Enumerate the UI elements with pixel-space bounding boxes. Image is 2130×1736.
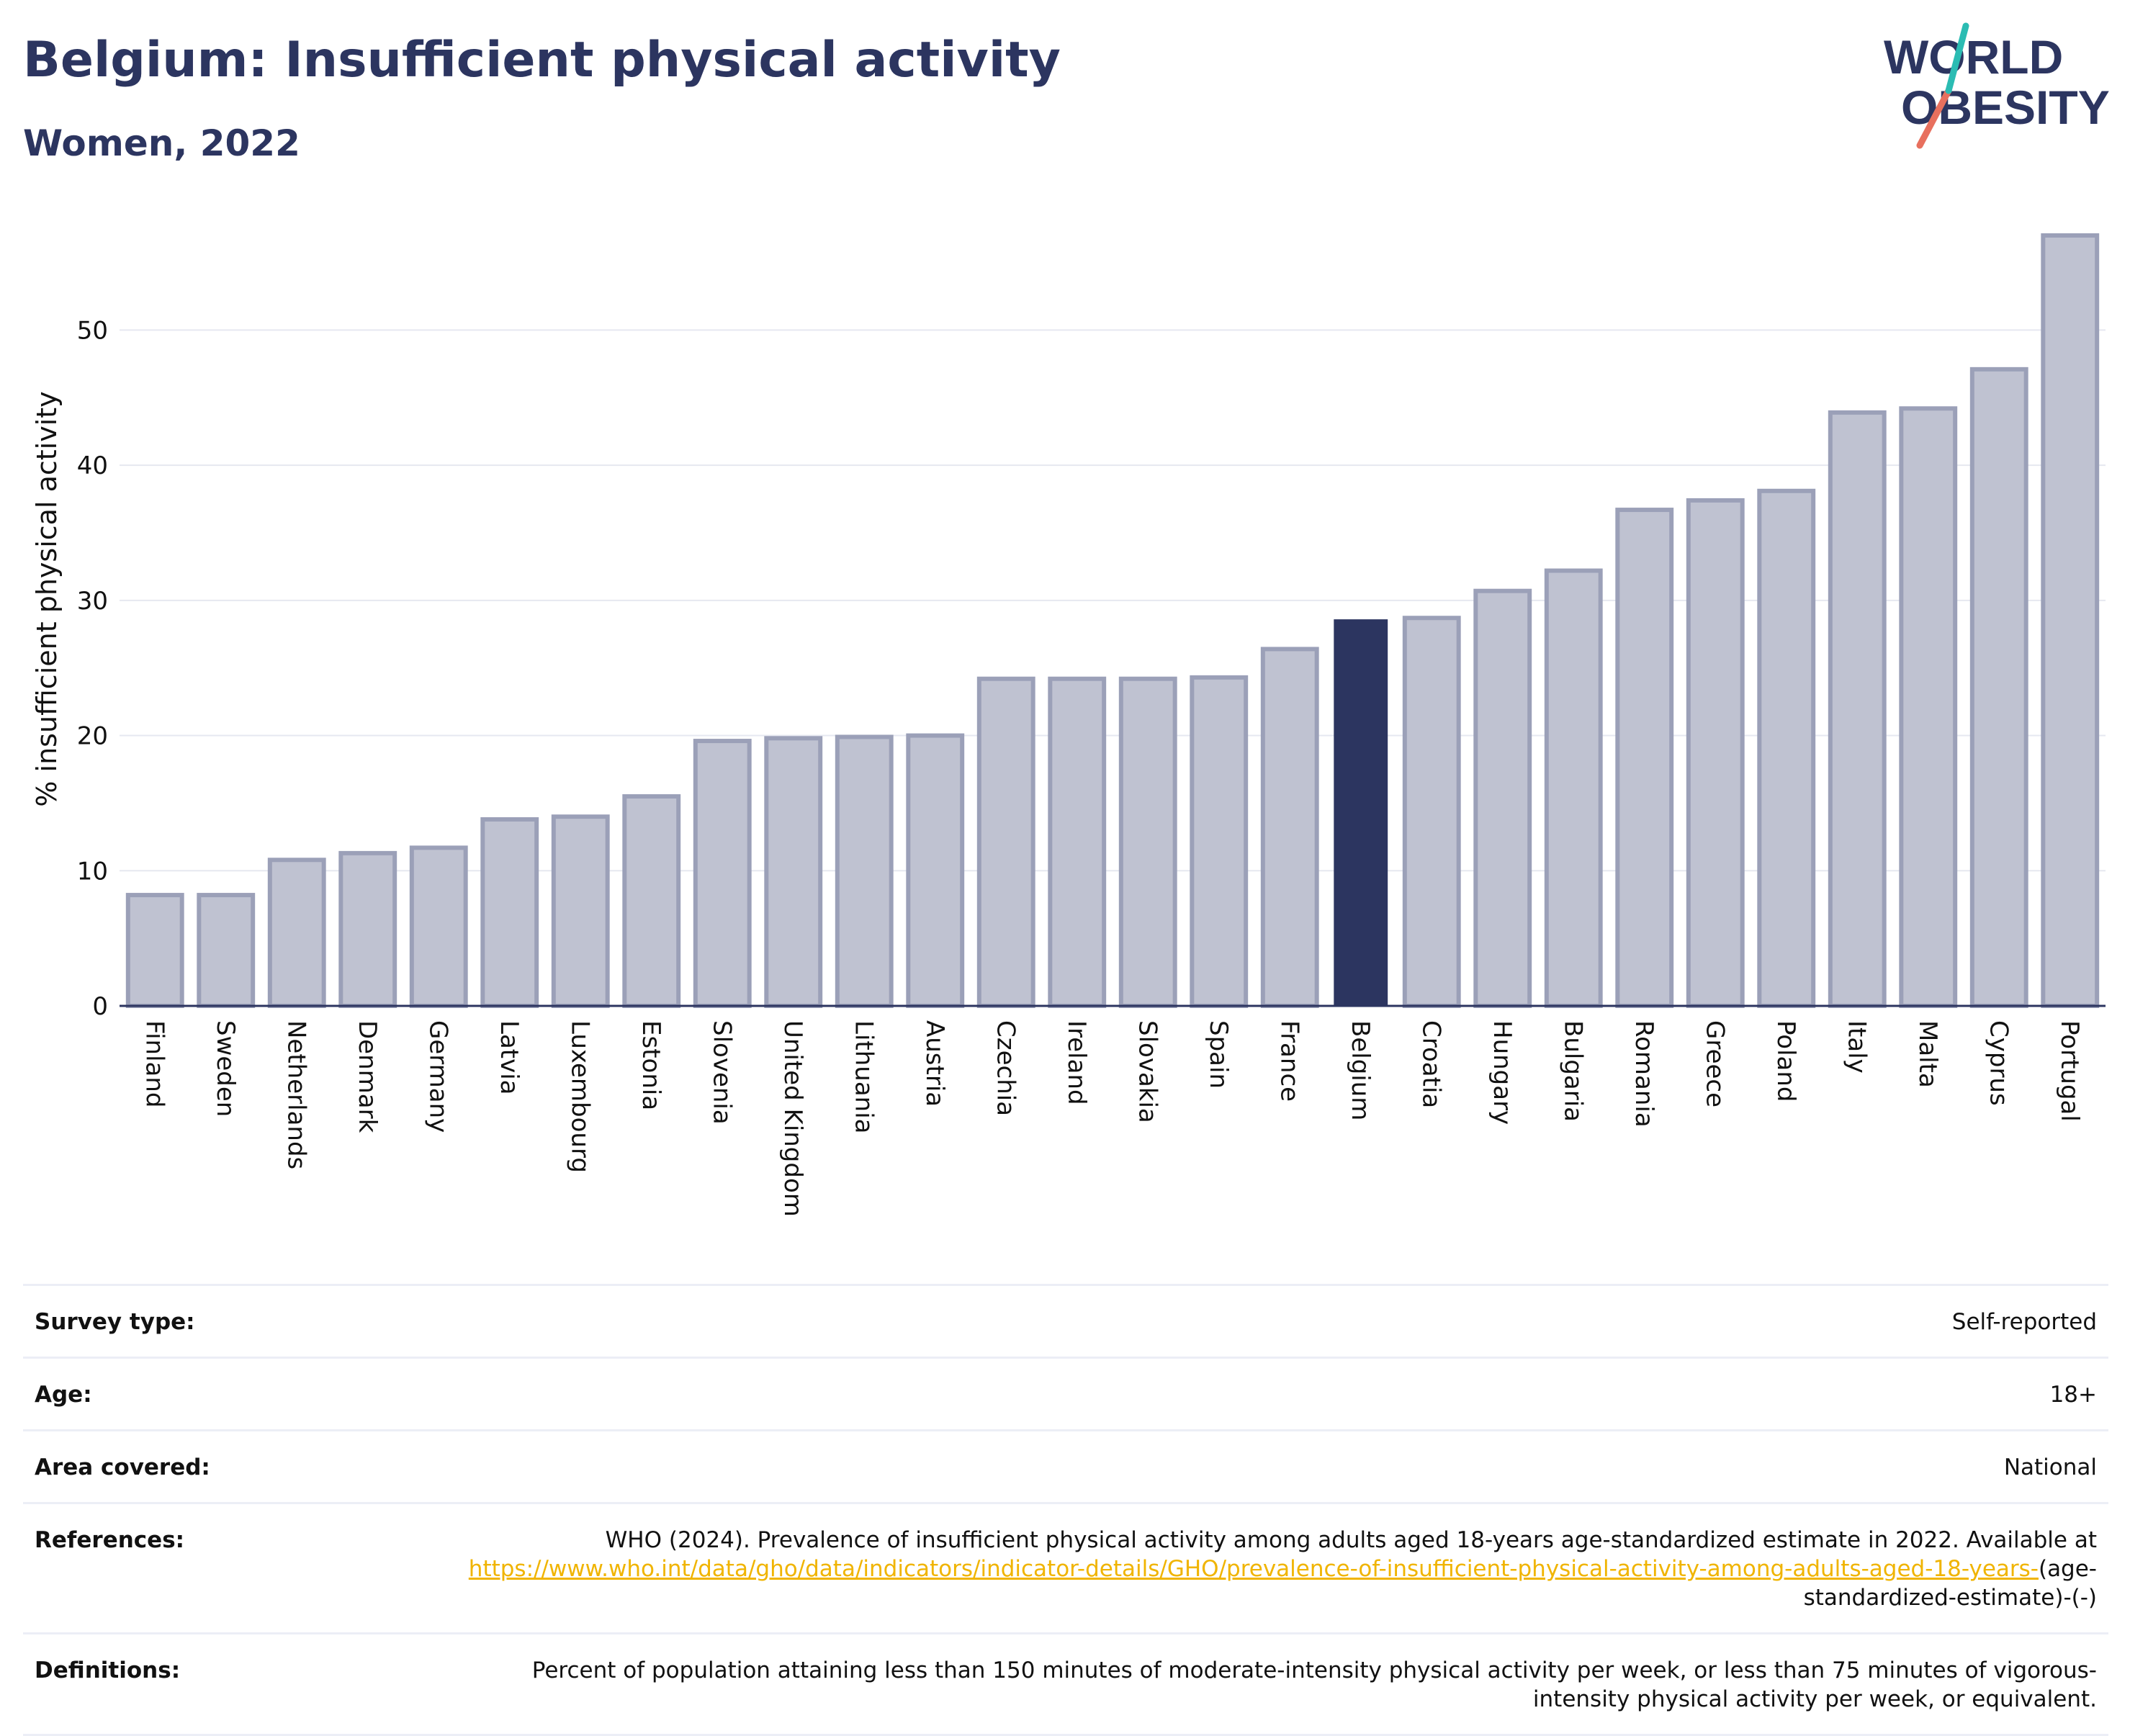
x-tick-label: Italy xyxy=(1842,1020,1871,1074)
chart-subtitle: Women, 2022 xyxy=(23,122,300,164)
x-tick-label: Bulgaria xyxy=(1558,1020,1587,1122)
x-tick-label: Latvia xyxy=(495,1020,523,1095)
y-tick-label: 10 xyxy=(77,857,108,886)
bar xyxy=(1828,410,1887,1008)
info-row-references: References: WHO (2024). Prevalence of in… xyxy=(23,1502,2108,1632)
bar xyxy=(267,858,326,1009)
info-value: Percent of population attaining less tha… xyxy=(531,1658,2097,1712)
reference-suffix: (age-standardized-estimate)-(-) xyxy=(1803,1556,2097,1611)
bar xyxy=(551,814,610,1008)
reference-text: WHO (2024). Prevalence of insufficient p… xyxy=(605,1527,2097,1553)
logo-line1: WORLD xyxy=(1884,30,2063,84)
bar xyxy=(622,794,681,1008)
x-tick-label: Malta xyxy=(1913,1020,1942,1088)
bar xyxy=(1190,675,1249,1008)
y-tick-label: 40 xyxy=(77,451,108,480)
info-key: Age: xyxy=(35,1382,92,1408)
x-tick-label: Luxembourg xyxy=(565,1020,594,1173)
info-row-area-covered: Area covered: National xyxy=(23,1429,2108,1502)
x-tick-label: Croatia xyxy=(1416,1020,1445,1108)
x-tick-label: Slovakia xyxy=(1133,1020,1161,1123)
y-tick-label: 20 xyxy=(77,722,108,751)
bar xyxy=(1615,508,1674,1008)
x-tick-label: Poland xyxy=(1771,1020,1800,1102)
bar xyxy=(197,893,256,1009)
x-tick-label: Slovenia xyxy=(707,1020,736,1125)
x-tick-label: Denmark xyxy=(353,1020,382,1133)
logo-line2: OBESITY xyxy=(1901,81,2110,134)
x-tick-label: Czechia xyxy=(991,1020,1020,1116)
info-value: WHO (2024). Prevalence of insufficient p… xyxy=(441,1526,2097,1612)
x-tick-label: Netherlands xyxy=(282,1020,310,1169)
y-tick-label: 50 xyxy=(77,316,108,345)
y-tick-label: 0 xyxy=(92,992,108,1021)
bar-highlight xyxy=(1334,619,1388,1006)
info-row-definitions: Definitions: Percent of population attai… xyxy=(23,1632,2108,1736)
x-tick-label: United Kingdom xyxy=(778,1020,807,1217)
bar xyxy=(1899,406,1958,1008)
x-tick-label: Belgium xyxy=(1346,1020,1375,1120)
bar xyxy=(2041,233,2100,1008)
x-tick-label: Spain xyxy=(1204,1020,1233,1089)
x-tick-label: Estonia xyxy=(637,1020,665,1110)
bar xyxy=(976,676,1035,1008)
info-key: References: xyxy=(35,1527,185,1553)
bar-chart: 0 10 20 30 40 50 % insufficient physical activ… xyxy=(31,233,2106,1217)
bar xyxy=(1473,588,1532,1008)
x-tick-label: Germany xyxy=(423,1020,452,1133)
x-tick-label: Portugal xyxy=(2055,1020,2084,1122)
bar xyxy=(1402,616,1461,1008)
bar xyxy=(1048,676,1107,1008)
bar xyxy=(1757,488,1816,1008)
info-row-age: Age: 18+ xyxy=(23,1357,2108,1429)
x-tick-label: Lithuania xyxy=(849,1020,878,1133)
bar xyxy=(1544,568,1603,1008)
bar xyxy=(480,817,539,1009)
info-value: Self-reported xyxy=(1951,1309,2097,1335)
info-key: Survey type: xyxy=(35,1309,195,1335)
info-table: Survey type: Self-reported Age: 18+ Area… xyxy=(23,1284,2108,1736)
info-value: National xyxy=(2003,1454,2097,1480)
logo-slash-teal xyxy=(1945,22,1969,94)
bar xyxy=(835,734,894,1008)
bar xyxy=(1686,498,1745,1008)
bar xyxy=(1969,366,2028,1008)
y-tick-label: 30 xyxy=(77,587,108,616)
x-tick-label: Ireland xyxy=(1062,1020,1091,1105)
reference-link[interactable]: https://www.who.int/data/gho/data/indica… xyxy=(468,1556,2039,1582)
info-row-survey-type: Survey type: Self-reported xyxy=(23,1284,2108,1357)
bar xyxy=(906,733,965,1008)
info-key: Area covered: xyxy=(35,1454,210,1480)
bar xyxy=(693,739,752,1008)
y-axis-label: % insufficient physical activity xyxy=(31,391,63,806)
info-value: 18+ xyxy=(2049,1382,2097,1408)
bar xyxy=(338,850,397,1008)
logo-slash-coral xyxy=(1916,87,1952,149)
x-tick-label: Romania xyxy=(1630,1020,1658,1128)
world-obesity-logo: WORLD OBESITY xyxy=(1884,22,2110,149)
x-tick-label: Cyprus xyxy=(1984,1020,2013,1106)
bar xyxy=(409,845,468,1008)
x-tick-label: Greece xyxy=(1700,1020,1729,1107)
bar xyxy=(764,736,823,1008)
bar xyxy=(1118,676,1177,1008)
x-tick-label: France xyxy=(1275,1020,1303,1102)
bar xyxy=(1260,647,1319,1009)
x-tick-label: Finland xyxy=(140,1020,168,1108)
x-tick-label: Hungary xyxy=(1488,1020,1516,1125)
chart-title: Belgium: Insufficient physical activity xyxy=(23,32,1061,89)
bar xyxy=(125,893,184,1009)
x-tick-label: Sweden xyxy=(211,1020,240,1117)
x-tick-label: Austria xyxy=(920,1020,949,1107)
info-key: Definitions: xyxy=(35,1658,181,1683)
